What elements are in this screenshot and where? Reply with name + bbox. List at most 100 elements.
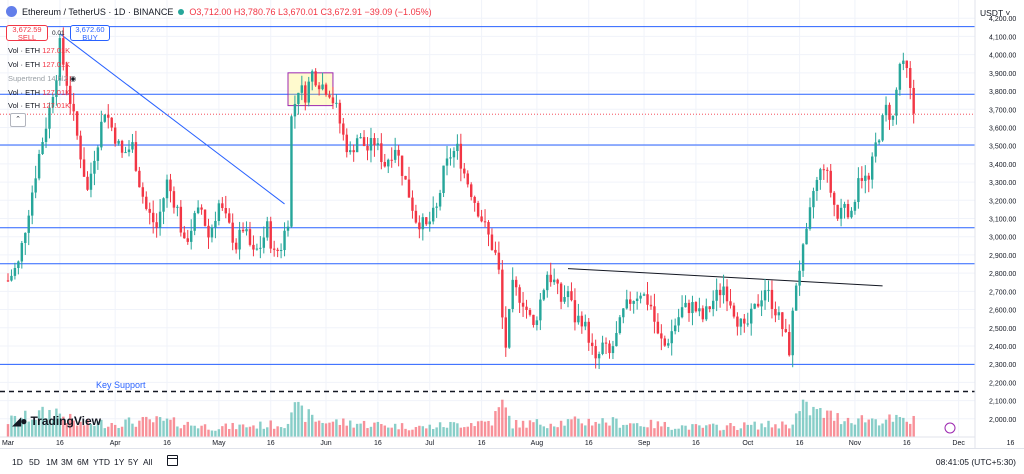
candle-body [753, 303, 756, 309]
timeframe-3m[interactable]: 3M [61, 457, 73, 467]
volume-bar [134, 426, 138, 437]
candle-body [51, 97, 55, 108]
volume-bar [725, 425, 729, 437]
candle-body [428, 221, 431, 225]
timeframe-1y[interactable]: 1Y [114, 457, 125, 467]
tradingview-logo[interactable]: ◢● TradingView [12, 414, 101, 428]
drawings[interactable] [59, 33, 956, 434]
price-tick-label: 3,700.00 [989, 107, 1016, 114]
indicator-legend-item[interactable]: Vol · ETH 127.01K [8, 46, 70, 55]
volume-bar [532, 422, 535, 437]
volume-bar [729, 423, 732, 437]
volume-bar [241, 424, 245, 437]
candle-body [687, 302, 691, 314]
candle-body [217, 203, 221, 221]
candle-body [504, 317, 507, 348]
candle-body [176, 206, 179, 208]
buy-button[interactable]: 3,672.60 BUY [70, 25, 110, 42]
timeframe-1d[interactable]: 1D [12, 457, 23, 467]
timeframe-5y[interactable]: 5Y [128, 457, 139, 467]
volume-bar [27, 421, 30, 437]
candle-body [165, 179, 169, 199]
indicator-legend-item[interactable]: Vol · ETH 127.01K [8, 101, 70, 110]
volume-bar [138, 420, 141, 437]
collapse-legend-button[interactable]: ⌃ [10, 113, 26, 127]
candle-body [262, 237, 266, 248]
candle-body [252, 244, 255, 250]
candle-body [300, 85, 304, 93]
volume-bar [535, 419, 539, 437]
candle-body [525, 306, 528, 311]
candle-body [635, 298, 639, 302]
indicator-label: Vol · ETH [8, 46, 41, 55]
indicator-legend-item[interactable]: Vol · ETH 127.01K [8, 60, 70, 69]
candle-body [584, 321, 587, 327]
volume-bar [238, 424, 241, 437]
volume-bar [646, 427, 649, 437]
candle-body [162, 198, 165, 212]
candle-body [788, 332, 791, 356]
calendar-icon[interactable] [167, 455, 178, 466]
time-tick-label: May [212, 440, 226, 447]
candle-body [653, 306, 656, 322]
candle-body [739, 318, 743, 327]
candle-body [72, 103, 75, 112]
volume-bar [770, 427, 774, 437]
candle-body [559, 283, 563, 302]
volume-bar [196, 428, 200, 437]
candle-body [680, 307, 684, 318]
indicator-legend-item[interactable]: Vol · ETH 127.01K [8, 88, 70, 97]
volume-bar [366, 428, 369, 437]
lightning-icon[interactable] [944, 422, 956, 434]
volume-bar [815, 409, 819, 437]
volume-bar [155, 416, 158, 437]
candle-body [763, 290, 767, 301]
candle-body [577, 315, 580, 323]
timeframe-5d[interactable]: 5D [29, 457, 40, 467]
candle-body [117, 140, 120, 144]
time-tick-label: Nov [849, 440, 862, 447]
trendline[interactable] [567, 268, 883, 287]
timeframe-1m[interactable]: 1M [46, 457, 58, 467]
price-axis[interactable]: 4,200.00 4,100.00 4,000.00 3,900.00 3,800.00… [974, 0, 1024, 448]
ohlc-readout: O3,712.00 H3,780.76 L3,670.01 C3,672.91 … [189, 6, 432, 17]
candle-body [902, 60, 905, 64]
clock-readout[interactable]: 08:41:05 (UTC+5:30) [935, 457, 1016, 467]
candle-body [314, 71, 317, 86]
candle-body [884, 104, 888, 116]
eye-icon[interactable]: ◉ [69, 74, 77, 83]
trendline[interactable] [59, 33, 285, 205]
symbol-title[interactable]: Ethereum / TetherUS · 1D · BINANCE [22, 6, 174, 17]
sell-button[interactable]: 3,672.59 SELL [6, 25, 48, 42]
candle-body [179, 206, 183, 233]
candle-body [44, 128, 48, 143]
volume-bar [750, 424, 753, 437]
candle-body [597, 353, 601, 359]
currency-selector[interactable]: USDT ˅ [980, 8, 1011, 18]
timeframe-6m[interactable]: 6M [77, 457, 89, 467]
candle-body [324, 84, 328, 95]
candle-body [715, 289, 718, 301]
candle-body [836, 204, 839, 219]
candle-body [891, 115, 895, 120]
indicator-value: 127.01K [42, 46, 71, 55]
timeframe-ytd[interactable]: YTD [93, 457, 110, 467]
candle-body [321, 84, 324, 90]
price-chart[interactable]: 4,154.063,782.063,503.443,048.992,851.53… [0, 0, 1024, 448]
indicator-legend-item[interactable]: Supertrend 14 hl2 ◉ [8, 74, 76, 83]
candle-body [151, 212, 155, 223]
time-axis[interactable]: Mar 16 Apr 16 May 16 Jun 16 Jul 16 Aug 16 Sep 16 Oct 16… [0, 436, 1014, 447]
volume-bar [656, 421, 660, 437]
candle-body [909, 68, 912, 88]
timeframe-all[interactable]: All [143, 457, 153, 467]
volume-bar [404, 428, 407, 437]
candle-body [864, 175, 867, 181]
volume-bar [445, 427, 449, 437]
candle-body [725, 286, 729, 302]
candle-body [843, 204, 846, 208]
candle-body [131, 142, 134, 150]
volume-bar [570, 419, 573, 437]
candle-body [397, 149, 400, 156]
volume-bar [594, 421, 597, 437]
volume-bar [252, 425, 255, 437]
